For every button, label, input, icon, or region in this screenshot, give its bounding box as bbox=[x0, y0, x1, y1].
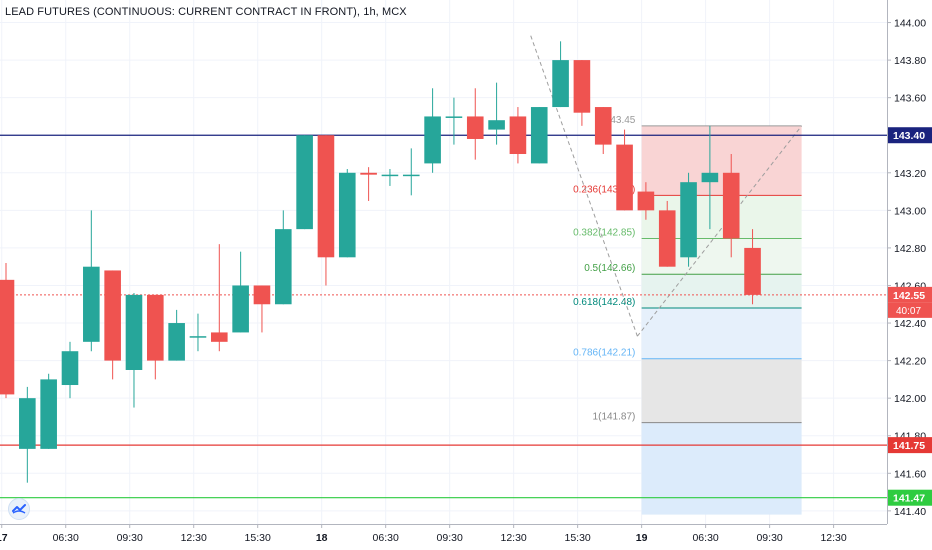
candle-body[interactable] bbox=[83, 266, 100, 342]
time-tick-label: 06:30 bbox=[373, 532, 399, 544]
candle-body[interactable] bbox=[168, 323, 185, 361]
candle-body[interactable] bbox=[573, 60, 591, 113]
countdown-text: 40:07 bbox=[896, 306, 921, 317]
candle-body[interactable] bbox=[402, 174, 420, 177]
candle-body[interactable] bbox=[637, 191, 655, 211]
candle-body[interactable] bbox=[232, 285, 249, 333]
time-tick-label: 17 bbox=[0, 532, 8, 544]
candle-body[interactable] bbox=[253, 285, 271, 305]
fib-level-label: 0.382(142.85) bbox=[573, 228, 635, 239]
candle-body[interactable] bbox=[552, 60, 569, 108]
price-tick-label: 144.00 bbox=[894, 18, 926, 30]
fib-level-label: 0.5(142.66) bbox=[584, 263, 635, 274]
fib-zone bbox=[641, 422, 802, 515]
candle-body[interactable] bbox=[658, 210, 676, 267]
price-label-box bbox=[888, 437, 932, 454]
time-tick-label: 06:30 bbox=[692, 532, 718, 544]
candle-body[interactable] bbox=[211, 332, 228, 342]
candle-body[interactable] bbox=[445, 116, 463, 118]
candle-body[interactable] bbox=[338, 172, 356, 258]
price-tick-label: 141.60 bbox=[894, 468, 926, 480]
candle-body[interactable] bbox=[104, 270, 121, 361]
candle-body[interactable] bbox=[488, 120, 505, 130]
time-tick-label: 12:30 bbox=[820, 532, 846, 544]
candle-body[interactable] bbox=[594, 107, 612, 145]
candle-body[interactable] bbox=[40, 379, 57, 449]
countdown-box bbox=[888, 302, 932, 318]
candle-body[interactable] bbox=[19, 398, 36, 449]
chart-title: LEAD FUTURES (CONTINUOUS: CURRENT CONTRA… bbox=[5, 6, 407, 18]
price-tick-label: 143.20 bbox=[894, 168, 926, 180]
price-tick-label: 142.00 bbox=[894, 393, 926, 405]
time-tick-label: 15:30 bbox=[245, 532, 271, 544]
candle-body[interactable] bbox=[274, 229, 292, 305]
price-label-box bbox=[888, 286, 932, 303]
candle-body[interactable] bbox=[0, 279, 15, 395]
price-label-text: 141.47 bbox=[893, 493, 925, 505]
candle-body[interactable] bbox=[125, 294, 143, 370]
price-tick-label: 142.40 bbox=[894, 318, 926, 330]
candle-body[interactable] bbox=[466, 116, 484, 139]
fib-level-label: 143.45 bbox=[605, 115, 636, 126]
time-tick-label: 06:30 bbox=[53, 532, 79, 544]
candle-body[interactable] bbox=[381, 174, 399, 177]
time-tick-label: 12:30 bbox=[501, 532, 527, 544]
price-label-text: 142.55 bbox=[893, 290, 925, 302]
fib-zone bbox=[641, 308, 802, 359]
candle-body[interactable] bbox=[317, 135, 335, 258]
candle-body[interactable] bbox=[147, 294, 164, 361]
time-tick-label: 12:30 bbox=[181, 532, 207, 544]
candle-body[interactable] bbox=[189, 336, 207, 338]
candle-body[interactable] bbox=[722, 172, 740, 239]
candle-body[interactable] bbox=[424, 116, 441, 164]
candle-body[interactable] bbox=[744, 247, 761, 295]
candle-body[interactable] bbox=[616, 144, 633, 211]
price-label-box bbox=[888, 489, 932, 506]
time-tick-label: 15:30 bbox=[565, 532, 591, 544]
candle-body[interactable] bbox=[509, 116, 527, 155]
trend-line[interactable] bbox=[636, 125, 803, 337]
candle-body[interactable] bbox=[61, 351, 79, 386]
price-tick-label: 141.40 bbox=[894, 506, 926, 518]
time-tick-label: 09:30 bbox=[117, 532, 143, 544]
fib-zone bbox=[641, 274, 802, 309]
fib-level-label: 0.236(143.08) bbox=[573, 184, 635, 195]
price-tick-label: 142.20 bbox=[894, 356, 926, 368]
fib-zone bbox=[641, 358, 802, 423]
fib-level-label: 0.786(142.21) bbox=[573, 348, 635, 359]
price-tick-label: 143.80 bbox=[894, 55, 926, 67]
price-tick-label: 143.00 bbox=[894, 205, 926, 217]
time-tick-label: 09:30 bbox=[756, 532, 782, 544]
candle-body[interactable] bbox=[530, 107, 548, 164]
candle-body[interactable] bbox=[680, 182, 697, 258]
fib-level-label: 0.618(142.48) bbox=[573, 297, 635, 308]
fib-zone bbox=[641, 125, 802, 196]
candle-body[interactable] bbox=[360, 172, 377, 175]
fib-level-label: 1(141.87) bbox=[593, 412, 636, 423]
price-label-box bbox=[888, 127, 932, 144]
tradingview-logo-icon bbox=[8, 498, 30, 520]
time-tick-label: 19 bbox=[636, 532, 648, 544]
price-label-text: 143.40 bbox=[893, 130, 925, 142]
candle-body[interactable] bbox=[701, 172, 719, 183]
price-label-text: 141.75 bbox=[893, 440, 925, 452]
candle-body[interactable] bbox=[296, 135, 313, 230]
time-tick-label: 18 bbox=[316, 532, 328, 544]
time-tick-label: 09:30 bbox=[437, 532, 463, 544]
price-axis-background bbox=[887, 0, 932, 550]
price-tick-label: 143.60 bbox=[894, 93, 926, 105]
price-tick-label: 142.80 bbox=[894, 243, 926, 255]
